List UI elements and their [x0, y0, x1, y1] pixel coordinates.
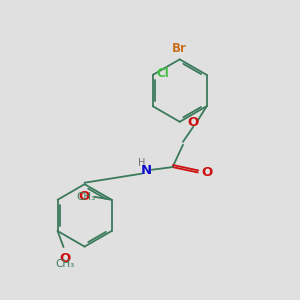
Text: Cl: Cl: [156, 67, 169, 80]
Text: N: N: [141, 164, 152, 177]
Text: CH₃: CH₃: [76, 192, 95, 202]
Text: O: O: [201, 166, 213, 179]
Text: H: H: [138, 158, 146, 168]
Text: O: O: [59, 252, 70, 266]
Text: CH₃: CH₃: [56, 259, 75, 269]
Text: Br: Br: [172, 43, 187, 56]
Text: O: O: [78, 190, 89, 203]
Text: O: O: [188, 116, 199, 129]
